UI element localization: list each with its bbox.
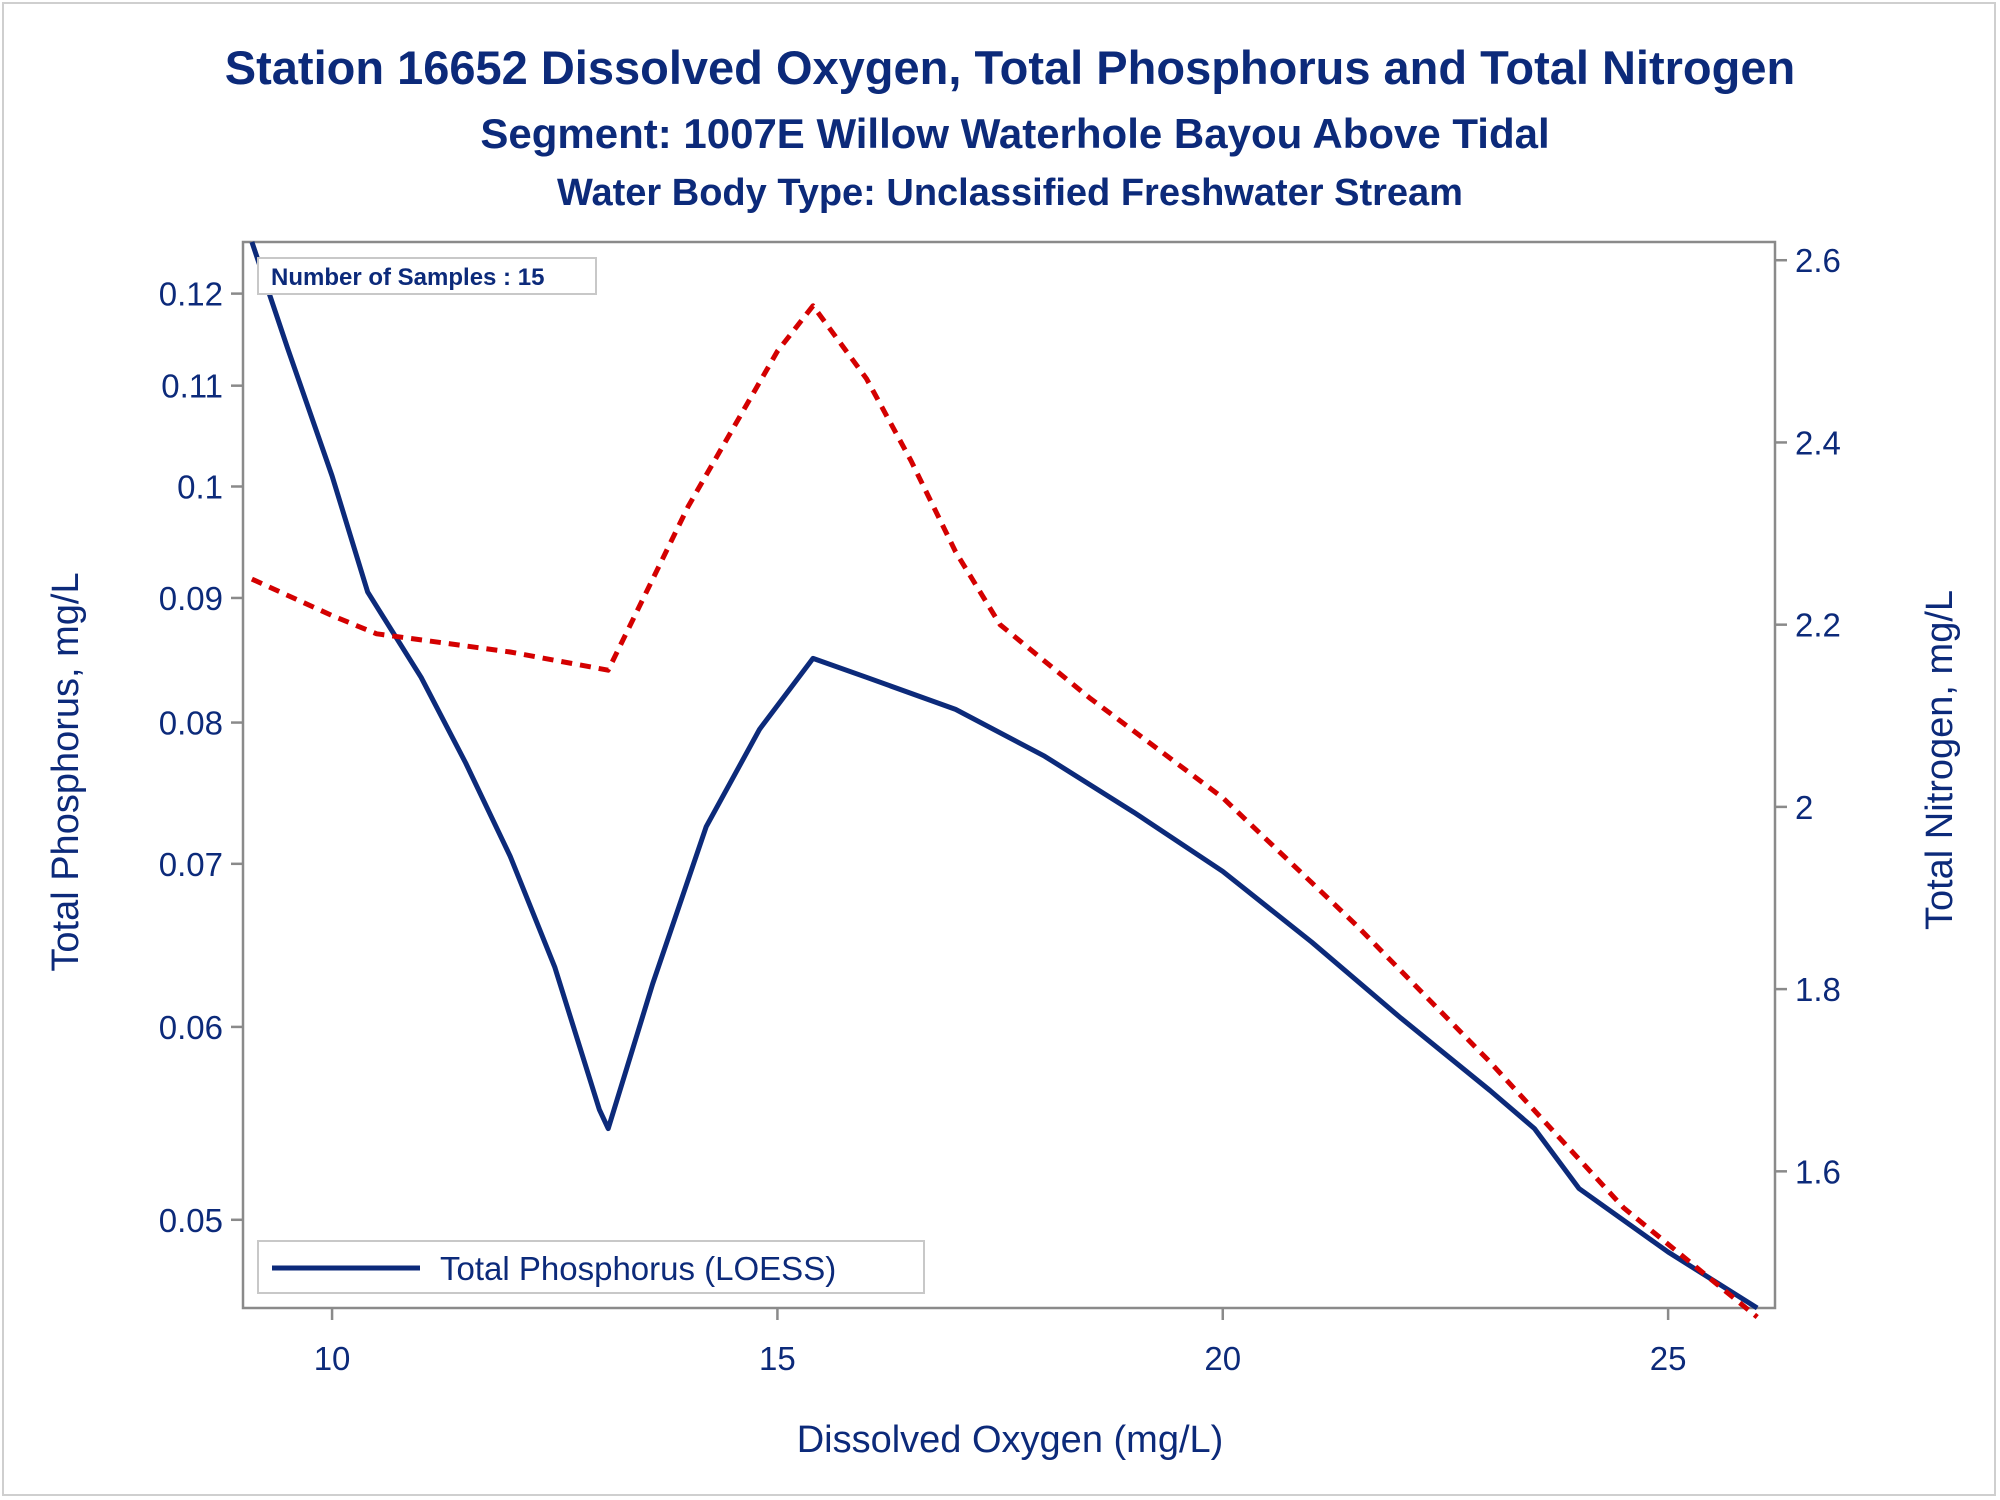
y-tick-label: 0.12 xyxy=(159,276,223,313)
sample-count-text: Number of Samples : 15 xyxy=(271,264,544,291)
x-axis: 10 15 20 25 xyxy=(314,1308,1687,1377)
y-tick-label: 0.07 xyxy=(159,846,223,883)
chart-subtitle-2: Water Body Type: Unclassified Freshwater… xyxy=(557,172,1463,214)
sample-count-box: Number of Samples : 15 xyxy=(257,257,597,295)
x-tick-label: 25 xyxy=(1650,1340,1687,1377)
x-tick-label: 10 xyxy=(314,1340,351,1377)
y2-tick-label: 2.6 xyxy=(1795,242,1841,279)
y-axis-label: Total Phosphorus, mg/L xyxy=(45,572,87,971)
y-tick-label: 0.11 xyxy=(161,368,223,405)
legend: Total Phosphorus (LOESS) xyxy=(257,1240,925,1294)
x-tick-label: 15 xyxy=(759,1340,796,1377)
x-tick-label: 20 xyxy=(1204,1340,1241,1377)
y2-tick-label: 1.8 xyxy=(1795,971,1841,1008)
series-layer xyxy=(249,241,1759,1320)
y-tick-label: 0.08 xyxy=(159,705,223,742)
y-tick-label: 0.09 xyxy=(159,580,223,617)
y2-tick-label: 1.6 xyxy=(1795,1153,1841,1190)
y-axis-right: 1.6 1.8 2 2.2 2.4 2.6 xyxy=(1775,242,1841,1190)
chart-subtitle: Segment: 1007E Willow Waterhole Bayou Ab… xyxy=(480,110,1549,157)
y-axis-left: 0.05 0.06 0.07 0.08 0.09 0.1 0.11 0.12 xyxy=(159,276,243,1239)
x-axis-label: Dissolved Oxygen (mg/L) xyxy=(797,1419,1224,1461)
y-tick-label: 0.05 xyxy=(159,1202,223,1239)
plot-area xyxy=(241,240,1777,1310)
y2-tick-label: 2 xyxy=(1795,789,1813,826)
y2-tick-label: 2.4 xyxy=(1795,424,1841,461)
y2-tick-label: 2.2 xyxy=(1795,607,1841,644)
series-line-phosphorus xyxy=(249,241,1759,1311)
y-tick-label: 0.1 xyxy=(177,468,223,505)
legend-label-phosphorus: Total Phosphorus (LOESS) xyxy=(440,1250,836,1287)
y2-axis-label: Total Nitrogen, mg/L xyxy=(1919,590,1961,930)
series-line-nitrogen xyxy=(250,303,1759,1320)
y-tick-label: 0.06 xyxy=(159,1009,223,1046)
chart-title: Station 16652 Dissolved Oxygen, Total Ph… xyxy=(225,41,1795,94)
